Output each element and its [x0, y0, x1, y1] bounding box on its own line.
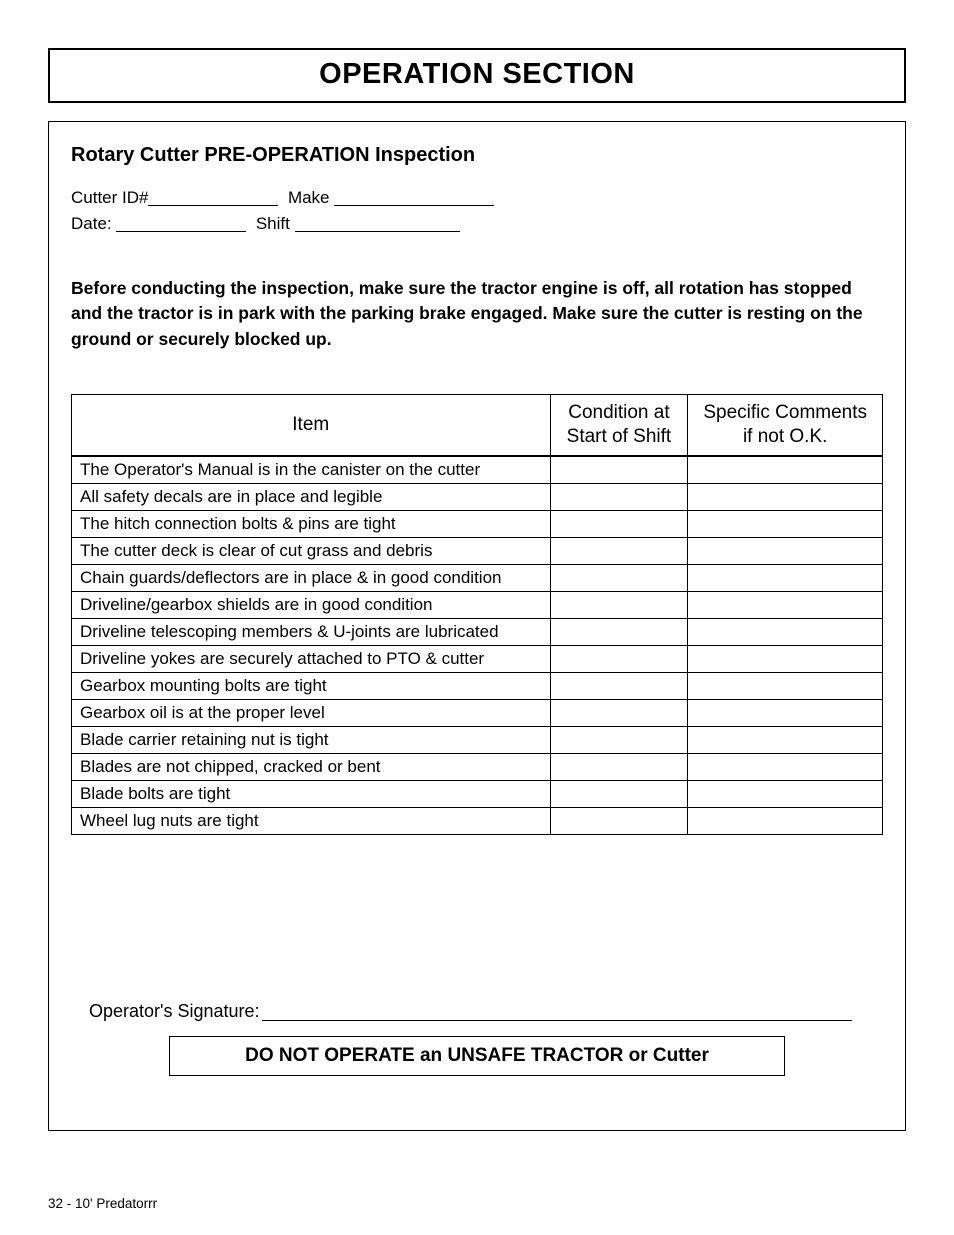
make-blank[interactable]	[334, 189, 494, 206]
condition-cell[interactable]	[550, 807, 688, 834]
inspection-table: Item Condition at Start of Shift Specifi…	[71, 394, 883, 835]
table-row: Gearbox oil is at the proper level	[72, 699, 883, 726]
col-condition-l2: Start of Shift	[567, 426, 672, 447]
comments-cell[interactable]	[688, 699, 883, 726]
condition-cell[interactable]	[550, 591, 688, 618]
col-comments-l1: Specific Comments	[703, 402, 867, 423]
table-row: Blade bolts are tight	[72, 780, 883, 807]
col-condition-l1: Condition at	[568, 402, 669, 423]
title-box: OPERATION SECTION	[48, 48, 906, 103]
col-item: Item	[72, 395, 551, 456]
signature-label: Operator's Signature:	[89, 1001, 260, 1021]
table-row: Blade carrier retaining nut is tight	[72, 726, 883, 753]
page: OPERATION SECTION Rotary Cutter PRE-OPER…	[0, 0, 954, 1235]
col-comments-l2: if not O.K.	[743, 426, 827, 447]
condition-cell[interactable]	[550, 645, 688, 672]
condition-cell[interactable]	[550, 780, 688, 807]
comments-cell[interactable]	[688, 726, 883, 753]
item-cell: Wheel lug nuts are tight	[72, 807, 551, 834]
item-cell: Blade bolts are tight	[72, 780, 551, 807]
item-cell: Driveline yokes are securely attached to…	[72, 645, 551, 672]
table-row: Chain guards/deflectors are in place & i…	[72, 564, 883, 591]
comments-cell[interactable]	[688, 618, 883, 645]
table-row: Driveline/gearbox shields are in good co…	[72, 591, 883, 618]
condition-cell[interactable]	[550, 699, 688, 726]
date-label: Date:	[71, 214, 112, 233]
condition-cell[interactable]	[550, 456, 688, 484]
form-row-1: Cutter ID# Make	[71, 185, 883, 211]
table-row: Driveline yokes are securely attached to…	[72, 645, 883, 672]
condition-cell[interactable]	[550, 510, 688, 537]
instruction-text: Before conducting the inspection, make s…	[71, 276, 883, 352]
item-cell: Driveline telescoping members & U-joints…	[72, 618, 551, 645]
item-cell: The cutter deck is clear of cut grass an…	[72, 537, 551, 564]
table-row: Gearbox mounting bolts are tight	[72, 672, 883, 699]
item-cell: Gearbox oil is at the proper level	[72, 699, 551, 726]
comments-cell[interactable]	[688, 510, 883, 537]
condition-cell[interactable]	[550, 483, 688, 510]
comments-cell[interactable]	[688, 780, 883, 807]
table-header-row: Item Condition at Start of Shift Specifi…	[72, 395, 883, 456]
item-cell: All safety decals are in place and legib…	[72, 483, 551, 510]
comments-cell[interactable]	[688, 672, 883, 699]
table-row: Driveline telescoping members & U-joints…	[72, 618, 883, 645]
item-cell: The Operator's Manual is in the canister…	[72, 456, 551, 484]
comments-cell[interactable]	[688, 591, 883, 618]
content-box: Rotary Cutter PRE-OPERATION Inspection C…	[48, 121, 906, 1131]
table-row: Blades are not chipped, cracked or bent	[72, 753, 883, 780]
col-condition: Condition at Start of Shift	[550, 395, 688, 456]
table-body: The Operator's Manual is in the canister…	[72, 456, 883, 835]
item-cell: Gearbox mounting bolts are tight	[72, 672, 551, 699]
comments-cell[interactable]	[688, 564, 883, 591]
item-cell: The hitch connection bolts & pins are ti…	[72, 510, 551, 537]
warning-box: DO NOT OPERATE an UNSAFE TRACTOR or Cutt…	[169, 1036, 785, 1076]
cutter-id-label: Cutter ID#	[71, 188, 148, 207]
comments-cell[interactable]	[688, 753, 883, 780]
cutter-id-blank[interactable]	[148, 189, 278, 206]
form-row-2: Date: Shift	[71, 211, 883, 237]
condition-cell[interactable]	[550, 672, 688, 699]
subheading: Rotary Cutter PRE-OPERATION Inspection	[71, 144, 883, 167]
table-row: Wheel lug nuts are tight	[72, 807, 883, 834]
comments-cell[interactable]	[688, 645, 883, 672]
item-cell: Driveline/gearbox shields are in good co…	[72, 591, 551, 618]
comments-cell[interactable]	[688, 456, 883, 484]
condition-cell[interactable]	[550, 564, 688, 591]
date-blank[interactable]	[116, 215, 246, 232]
comments-cell[interactable]	[688, 807, 883, 834]
col-comments: Specific Comments if not O.K.	[688, 395, 883, 456]
table-row: The Operator's Manual is in the canister…	[72, 456, 883, 484]
shift-blank[interactable]	[295, 215, 460, 232]
item-cell: Chain guards/deflectors are in place & i…	[72, 564, 551, 591]
page-title: OPERATION SECTION	[50, 58, 904, 91]
condition-cell[interactable]	[550, 726, 688, 753]
table-row: The hitch connection bolts & pins are ti…	[72, 510, 883, 537]
page-footer: 32 - 10' Predatorrr	[48, 1196, 157, 1211]
shift-label: Shift	[256, 214, 290, 233]
make-label: Make	[288, 188, 330, 207]
condition-cell[interactable]	[550, 618, 688, 645]
item-cell: Blade carrier retaining nut is tight	[72, 726, 551, 753]
signature-line[interactable]	[262, 1003, 852, 1021]
table-row: The cutter deck is clear of cut grass an…	[72, 537, 883, 564]
condition-cell[interactable]	[550, 537, 688, 564]
comments-cell[interactable]	[688, 537, 883, 564]
form-lines: Cutter ID# Make Date: Shift	[71, 185, 883, 236]
item-cell: Blades are not chipped, cracked or bent	[72, 753, 551, 780]
condition-cell[interactable]	[550, 753, 688, 780]
comments-cell[interactable]	[688, 483, 883, 510]
table-row: All safety decals are in place and legib…	[72, 483, 883, 510]
signature-row: Operator's Signature:	[89, 999, 865, 1022]
